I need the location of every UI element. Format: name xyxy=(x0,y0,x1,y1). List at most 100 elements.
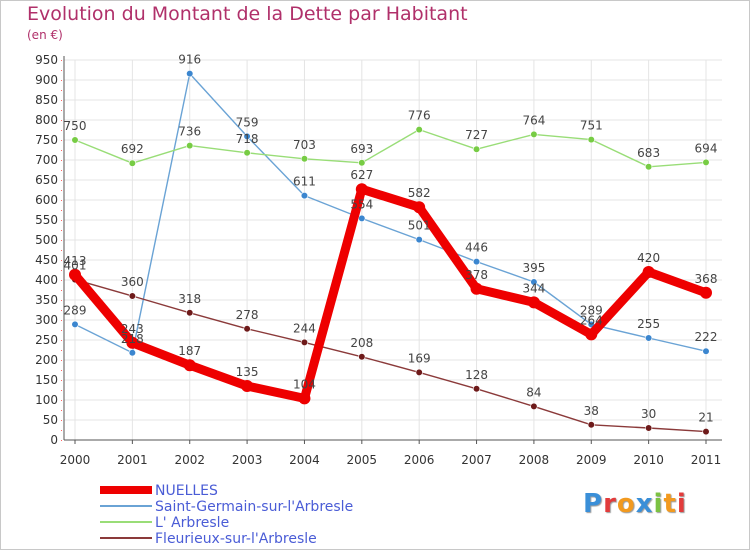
y-axis-dot xyxy=(61,120,62,121)
chart-title: Evolution du Montant de la Dette par Hab… xyxy=(27,3,468,25)
data-label: 38 xyxy=(584,404,599,418)
data-label: 84 xyxy=(526,385,541,399)
y-tick-label: 100 xyxy=(35,393,58,407)
data-label: 395 xyxy=(522,261,545,275)
data-label: 255 xyxy=(637,317,660,331)
y-tick-label: 350 xyxy=(35,293,58,307)
y-tick-label: 50 xyxy=(43,413,58,427)
y-axis-dot xyxy=(61,100,62,101)
series-point xyxy=(358,159,366,167)
data-label: 128 xyxy=(465,368,488,382)
y-axis-dot xyxy=(61,410,62,411)
series-point xyxy=(587,136,595,144)
data-label: 401 xyxy=(64,259,87,273)
series-point xyxy=(71,136,79,144)
series-point xyxy=(700,286,712,299)
x-tick-label: 2003 xyxy=(232,453,263,467)
series-point xyxy=(530,130,538,138)
data-label: 21 xyxy=(698,411,713,425)
series-point xyxy=(642,266,655,278)
x-tick-label: 2006 xyxy=(404,453,435,467)
x-tick-label: 2001 xyxy=(117,453,148,467)
y-axis-dot xyxy=(61,260,62,261)
series-point xyxy=(472,385,481,393)
data-label: 30 xyxy=(641,407,656,421)
y-axis-dot xyxy=(61,310,62,311)
legend-swatch-l-arbresle xyxy=(100,521,152,523)
series-point xyxy=(183,359,196,372)
series-line-0 xyxy=(70,184,711,403)
axes: 0 50 100 150 200 250 300 350 400 450 500 550 600 650 7… xyxy=(35,53,722,467)
legend-swatch-nuelles xyxy=(100,486,152,494)
y-axis-dot xyxy=(61,210,62,211)
y-axis-dot xyxy=(61,180,62,181)
data-label: 208 xyxy=(350,336,373,350)
y-axis-dot xyxy=(61,330,62,331)
y-tick-label: 550 xyxy=(35,213,58,227)
series-point xyxy=(128,349,136,357)
data-label: 222 xyxy=(695,330,718,344)
data-label: 289 xyxy=(580,303,603,317)
series-point xyxy=(530,278,538,286)
data-label: 759 xyxy=(236,115,259,129)
y-axis-dot xyxy=(61,140,62,141)
series-point xyxy=(415,368,423,377)
data-label: 692 xyxy=(121,142,144,156)
data-label: 420 xyxy=(637,251,660,265)
series-point xyxy=(527,296,540,309)
y-axis-dot xyxy=(61,370,62,371)
y-tick-label: 700 xyxy=(35,153,58,167)
data-label: 736 xyxy=(178,125,201,139)
data-label: 264 xyxy=(580,313,603,327)
series-point xyxy=(71,320,79,329)
data-label: 718 xyxy=(236,132,259,146)
legend-swatch-saint-germain xyxy=(100,505,152,507)
series-point xyxy=(413,201,426,214)
series-point xyxy=(243,325,251,333)
data-label: 764 xyxy=(522,113,545,127)
series-point xyxy=(186,309,194,317)
y-axis-dot xyxy=(61,390,62,391)
series-point xyxy=(645,163,653,171)
series-point xyxy=(702,347,710,355)
data-label: 244 xyxy=(293,321,316,335)
y-axis-dot xyxy=(61,200,62,201)
data-label: 683 xyxy=(637,146,660,160)
y-tick-label: 0 xyxy=(50,433,58,447)
y-axis-dot xyxy=(61,230,62,231)
data-label: 368 xyxy=(695,272,718,286)
logo-letter: i xyxy=(653,489,664,519)
series-point xyxy=(585,328,598,341)
data-label: 318 xyxy=(178,292,201,306)
data-label: 776 xyxy=(408,109,431,123)
y-axis-dot xyxy=(61,220,62,221)
series-point xyxy=(645,424,653,432)
series-point xyxy=(298,392,311,405)
series-point xyxy=(126,336,139,349)
y-tick-label: 300 xyxy=(35,313,58,327)
legend-label-l-arbresle: L' Arbresle xyxy=(155,515,230,531)
series-point xyxy=(69,268,81,281)
series-point xyxy=(470,282,483,295)
series-point xyxy=(243,132,251,140)
y-axis-dot xyxy=(61,170,62,171)
y-axis-dot xyxy=(61,70,62,71)
series-point xyxy=(415,126,423,134)
series-point xyxy=(702,158,710,166)
y-axis-dot xyxy=(61,380,62,381)
series-point xyxy=(355,183,368,196)
data-label: 135 xyxy=(236,365,259,379)
series-point xyxy=(300,192,309,200)
y-tick-label: 750 xyxy=(35,133,58,147)
y-tick-label: 400 xyxy=(35,273,58,287)
series-point xyxy=(645,334,653,342)
data-label: 446 xyxy=(465,241,488,255)
y-axis-dot xyxy=(61,400,62,401)
data-label: 693 xyxy=(350,142,373,156)
series-point xyxy=(186,69,194,78)
data-label: 344 xyxy=(522,281,545,295)
series-point xyxy=(415,236,423,244)
data-label: 278 xyxy=(236,308,259,322)
y-tick-label: 850 xyxy=(35,93,58,107)
